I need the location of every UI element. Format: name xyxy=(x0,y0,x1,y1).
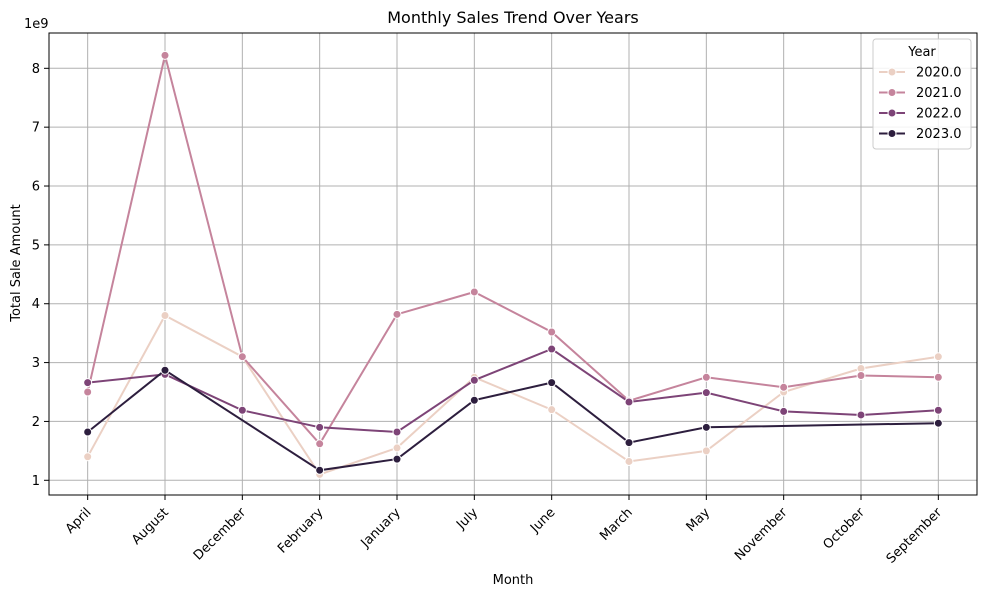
x-tick-label: July xyxy=(453,505,481,533)
series-line xyxy=(87,347,939,434)
legend: Year 2020.0 2021.0 2022.0 2023.0 xyxy=(872,38,972,150)
data-point xyxy=(933,372,943,382)
legend-marker xyxy=(887,67,897,77)
data-point xyxy=(547,405,557,415)
data-point xyxy=(469,395,479,405)
legend-label: 2022.0 xyxy=(916,107,962,122)
y-tick-label: 3 xyxy=(32,356,40,371)
y-scale-label: 1e9 xyxy=(24,17,49,32)
data-point xyxy=(392,427,402,437)
y-axis-label: Total Sale Amount xyxy=(9,204,24,323)
y-axis-ticks: 1 2 3 4 5 6 7 8 xyxy=(32,62,49,489)
data-point xyxy=(83,452,93,462)
x-tick-label: August xyxy=(129,505,172,548)
data-point xyxy=(392,443,402,453)
legend-label: 2020.0 xyxy=(916,66,962,81)
data-point xyxy=(547,327,557,337)
legend-label: 2023.0 xyxy=(916,127,962,142)
data-point xyxy=(701,422,711,432)
legend-marker xyxy=(887,129,897,138)
data-point xyxy=(701,446,711,456)
y-tick-label: 4 xyxy=(32,297,40,312)
legend-marker xyxy=(887,108,897,118)
data-point xyxy=(160,310,170,320)
data-point xyxy=(315,422,325,432)
y-tick-label: 6 xyxy=(32,180,40,195)
data-point xyxy=(933,418,943,428)
x-tick-label: May xyxy=(684,505,714,535)
chart-title: Monthly Sales Trend Over Years xyxy=(387,8,638,27)
plot-frame xyxy=(48,32,978,496)
x-tick-label: June xyxy=(527,505,558,536)
data-point xyxy=(83,378,93,388)
data-point xyxy=(856,371,866,381)
data-point xyxy=(237,352,247,362)
data-point xyxy=(83,387,93,397)
data-point xyxy=(933,352,943,362)
legend-box xyxy=(872,38,972,150)
data-point xyxy=(315,465,325,475)
data-point xyxy=(469,287,479,297)
x-tick-label: October xyxy=(820,505,868,553)
series-line xyxy=(87,368,939,472)
series-layer xyxy=(83,50,943,479)
legend-marker xyxy=(887,88,897,97)
data-point xyxy=(315,439,325,449)
data-point xyxy=(547,344,557,354)
series-line xyxy=(86,55,939,446)
data-point xyxy=(392,309,402,319)
series-line xyxy=(86,314,939,476)
x-tick-label: September xyxy=(884,505,946,567)
x-tick-label: March xyxy=(597,505,636,544)
y-tick-label: 2 xyxy=(32,415,40,430)
data-point xyxy=(624,397,634,407)
x-tick-label: January xyxy=(358,505,404,551)
x-tick-label: December xyxy=(191,505,250,564)
x-tick-label: April xyxy=(63,505,95,537)
x-axis-label: Month xyxy=(493,573,534,588)
data-point xyxy=(392,454,402,464)
legend-title: Year xyxy=(907,45,936,60)
x-tick-label: November xyxy=(732,505,791,564)
data-point xyxy=(83,427,93,437)
data-point xyxy=(547,378,557,388)
data-point xyxy=(779,406,789,416)
data-point xyxy=(701,372,711,382)
data-point xyxy=(624,438,634,448)
legend-label: 2021.0 xyxy=(916,86,962,101)
data-point xyxy=(856,410,866,420)
y-tick-label: 8 xyxy=(32,62,40,77)
data-point xyxy=(237,405,247,415)
x-tick-label: February xyxy=(275,505,327,557)
data-point xyxy=(701,388,711,398)
y-tick-label: 5 xyxy=(32,238,40,253)
data-point xyxy=(160,50,170,60)
y-tick-label: 1 xyxy=(32,474,40,489)
x-axis-ticks: April August December February January July Ju… xyxy=(63,495,946,567)
data-point xyxy=(933,405,943,415)
y-tick-label: 7 xyxy=(32,121,40,136)
data-point xyxy=(779,382,789,392)
data-point xyxy=(624,456,634,466)
data-point xyxy=(469,375,479,385)
data-point xyxy=(160,365,170,375)
